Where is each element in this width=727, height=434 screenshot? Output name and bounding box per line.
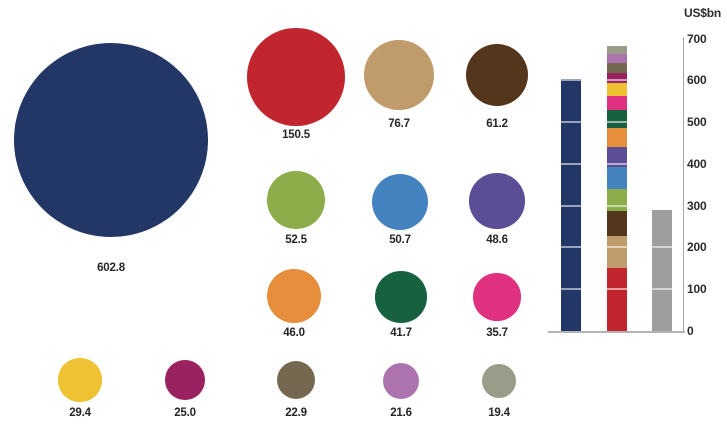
bubble-46.0 (267, 269, 321, 323)
bubble-value-label: 76.7 (388, 118, 410, 130)
bubble-48.6 (469, 173, 525, 229)
bubble-150.5 (247, 28, 345, 126)
bubble-41.7 (375, 271, 427, 323)
bubble-21.6 (382, 362, 420, 400)
stacked-components-bar-segment (607, 188, 627, 211)
bubble-19.4 (481, 363, 517, 399)
bubble-value-label: 48.6 (486, 234, 508, 246)
y-axis-line (683, 36, 684, 332)
x-axis-line (548, 331, 685, 333)
y-axis-tick-label-100: 100 (687, 282, 707, 297)
bubble-35.7 (473, 273, 521, 321)
bubble-52.5 (267, 171, 325, 229)
bubble-value-label: 29.4 (69, 407, 91, 419)
bubble-value-label: 61.2 (486, 118, 508, 130)
gridline-200 (549, 246, 682, 249)
gridline-100 (549, 288, 682, 291)
gridline-400 (549, 162, 682, 165)
y-axis-tick-label-500: 500 (687, 115, 707, 130)
y-axis-tick-label-400: 400 (687, 156, 707, 171)
bubble-61.2 (465, 43, 529, 107)
bubble-value-label: 52.5 (285, 234, 307, 246)
bubble-value-label: 25.0 (174, 407, 196, 419)
bubble-value-label: 35.7 (486, 327, 508, 339)
bubble-value-label: 150.5 (282, 129, 310, 141)
gridline-300 (549, 204, 682, 207)
y-axis-tick-label-300: 300 (687, 198, 707, 213)
bubble-602.8 (13, 42, 209, 238)
bubble-value-label: 19.4 (488, 407, 510, 419)
stacked-components-bar-segment (607, 46, 627, 55)
stacked-components-bar-segment (607, 72, 627, 84)
stacked-components-bar-segment (607, 167, 627, 189)
stacked-components-bar-segment (607, 268, 627, 331)
stacked-components-bar-segment (607, 210, 627, 237)
bubble-value-label: 46.0 (283, 327, 305, 339)
y-axis-tick-label-700: 700 (687, 31, 707, 46)
bubble-value-label: 50.7 (389, 234, 411, 246)
bubble-22.9 (277, 361, 315, 399)
bubble-29.4 (58, 358, 102, 402)
bubble-76.7 (364, 40, 434, 110)
stacked-components-bar-segment (607, 63, 627, 73)
bubble-value-label: 21.6 (390, 407, 412, 419)
bubble-value-label: 22.9 (285, 407, 307, 419)
gridline-500 (549, 121, 682, 124)
stacked-components-bar-segment (607, 83, 627, 96)
stacked-components-bar-segment (607, 54, 627, 64)
stacked-components-bar-segment (607, 236, 627, 269)
y-axis-tick-label-600: 600 (687, 73, 707, 88)
bubble-value-label: 41.7 (390, 327, 412, 339)
stacked-components-bar-segment (607, 127, 627, 148)
y-axis-title: US$bn (684, 6, 722, 20)
stacked-components-bar-segment (607, 110, 627, 128)
bubble-25.0 (165, 360, 205, 400)
bubble-value-label: 602.8 (97, 262, 125, 274)
y-axis-tick-label-0: 0 (687, 324, 694, 338)
bubble-50.7 (371, 173, 429, 231)
stacked-components-bar-segment (607, 147, 627, 168)
gray-bar-segment (652, 209, 672, 331)
y-axis-tick-label-200: 200 (687, 240, 707, 255)
gridline-600 (549, 79, 682, 82)
stacked-components-bar-segment (607, 95, 627, 111)
